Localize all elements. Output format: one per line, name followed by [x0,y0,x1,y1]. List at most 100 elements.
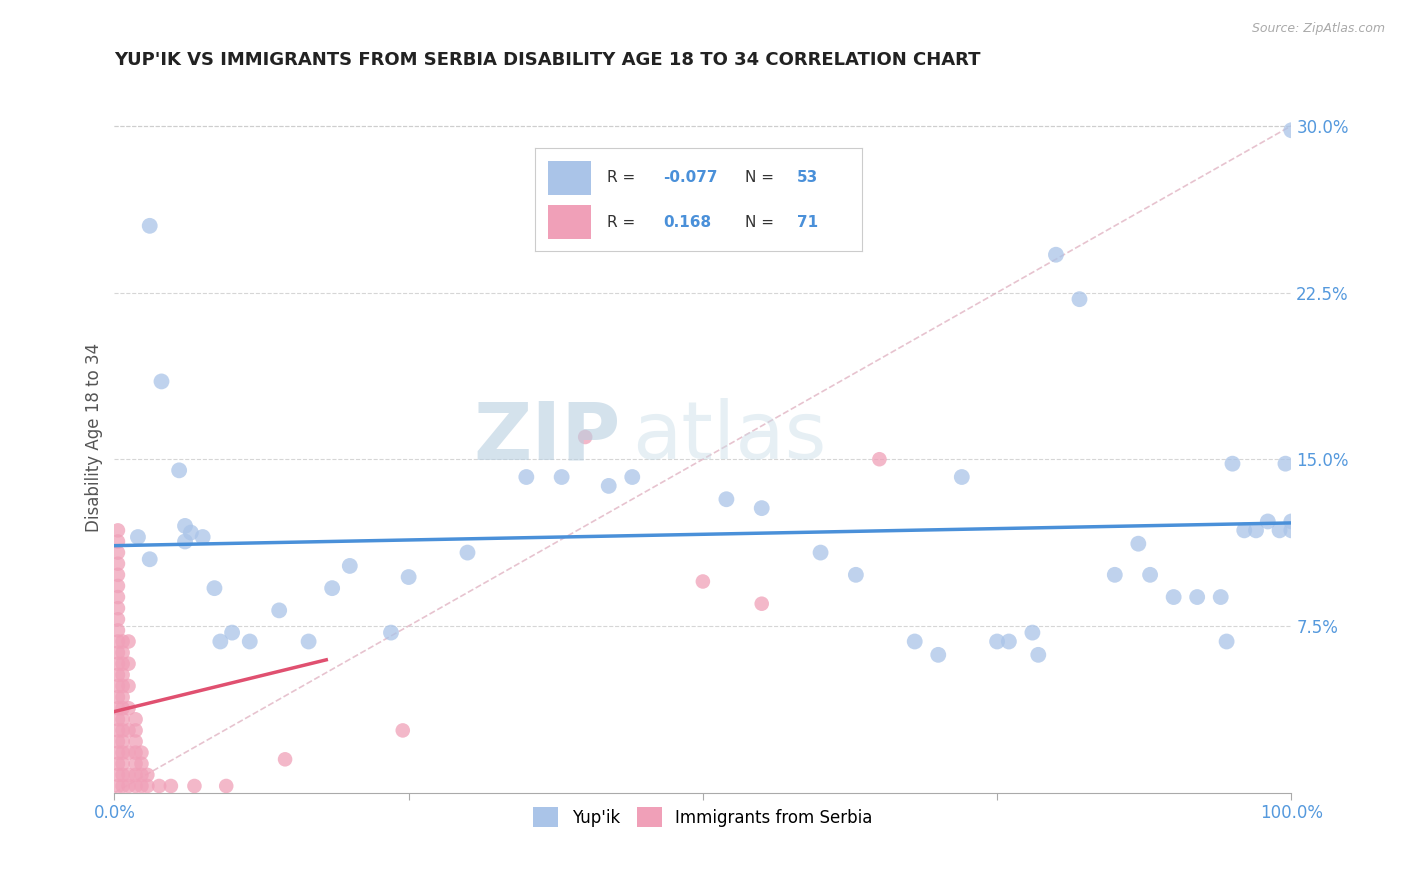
Bar [548,161,591,194]
Point [107,734,129,748]
Point [1026,648,1049,662]
Text: N =: N = [745,169,773,185]
Point [380,625,402,640]
Point [621,470,644,484]
Point [269,603,291,617]
Point [1215,634,1237,648]
Point [107,657,129,671]
Point [180,525,202,540]
Point [107,545,129,559]
Point [124,723,146,738]
Point [107,590,129,604]
Point [138,552,160,566]
Point [107,534,129,549]
Text: ZIP: ZIP [474,398,620,476]
Text: atlas: atlas [633,398,827,476]
Point [111,768,134,782]
Point [1279,515,1302,529]
Point [111,646,134,660]
Point [339,558,361,573]
Point [111,679,134,693]
Bar [548,205,591,239]
Point [131,779,153,793]
Point [998,634,1021,648]
Point [204,581,226,595]
Point [111,690,134,704]
Point [117,701,139,715]
Point [111,634,134,648]
Point [950,470,973,484]
Text: -0.077: -0.077 [662,169,717,185]
Text: Source: ZipAtlas.com: Source: ZipAtlas.com [1251,22,1385,36]
Point [209,634,232,648]
Point [845,567,868,582]
Point [107,712,129,726]
Text: 0.168: 0.168 [662,215,711,230]
Point [221,625,243,640]
Point [927,648,949,662]
Point [107,579,129,593]
Point [174,519,197,533]
Point [117,657,139,671]
Point [1279,123,1302,137]
Point [107,624,129,638]
Point [107,746,129,760]
Point [1233,524,1256,538]
Point [131,746,153,760]
Point [107,701,129,715]
Y-axis label: Disability Age 18 to 34: Disability Age 18 to 34 [86,343,103,532]
Point [107,723,129,738]
Point [321,581,343,595]
Point [598,479,620,493]
Point [274,752,297,766]
Point [107,668,129,682]
Point [1128,537,1150,551]
Point [1163,590,1185,604]
Point [107,768,129,782]
Point [136,768,159,782]
Point [1279,524,1302,538]
Point [111,712,134,726]
Point [868,452,890,467]
Point [107,690,129,704]
Point [751,597,773,611]
Point [215,779,238,793]
Point [107,646,129,660]
Point [111,657,134,671]
Point [131,768,153,782]
Point [127,530,149,544]
Point [1257,515,1279,529]
Point [1139,567,1161,582]
Point [1274,457,1296,471]
Point [107,612,129,626]
Point [124,756,146,771]
Point [183,779,205,793]
Point [107,524,129,538]
Point [107,779,129,793]
Point [904,634,927,648]
Point [1244,524,1267,538]
Point [111,756,134,771]
Point [136,779,159,793]
Point [117,746,139,760]
Point [111,668,134,682]
Point [107,567,129,582]
Point [111,746,134,760]
Point [692,574,714,589]
Point [117,779,139,793]
Point [1045,248,1067,262]
Text: YUP'IK VS IMMIGRANTS FROM SERBIA DISABILITY AGE 18 TO 34 CORRELATION CHART: YUP'IK VS IMMIGRANTS FROM SERBIA DISABIL… [114,51,981,69]
Point [138,219,160,233]
Point [1209,590,1232,604]
Point [111,723,134,738]
Point [117,723,139,738]
Point [124,779,146,793]
Point [239,634,262,648]
Point [124,768,146,782]
Text: N =: N = [745,215,773,230]
Point [1185,590,1208,604]
Point [111,734,134,748]
Point [124,734,146,748]
Legend: Yup'ik, Immigrants from Serbia: Yup'ik, Immigrants from Serbia [527,800,879,834]
Point [716,492,738,507]
